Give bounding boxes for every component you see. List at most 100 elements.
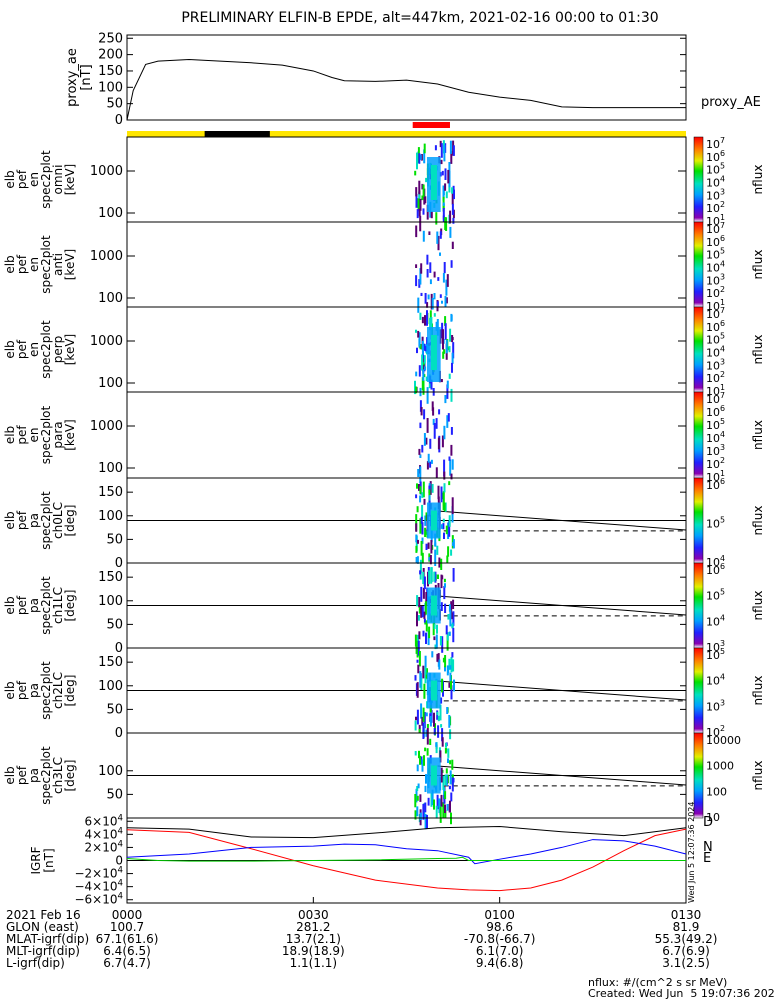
spectrogram-cell <box>419 312 422 320</box>
spectrogram-cell <box>427 542 430 549</box>
panel-ylabel: elb <box>3 766 17 784</box>
spectrogram-cell <box>432 407 435 416</box>
spectrogram-cell <box>438 798 441 808</box>
spectrogram-cell <box>440 767 443 783</box>
spectrogram-cell <box>452 659 455 672</box>
spectrogram-cell <box>416 806 419 817</box>
colorbar-tick-label: 106 <box>706 234 725 249</box>
proxy-ae-line <box>126 59 686 121</box>
status-bar-red-segment <box>412 122 450 128</box>
spectrogram-cell <box>414 170 417 176</box>
panel-ylabel: pef <box>15 595 29 615</box>
panel-ylabel: pa <box>27 683 41 698</box>
spectrogram-cell <box>425 712 428 717</box>
spectrogram-cell <box>439 231 442 239</box>
panel-ytick-label: 150 <box>98 655 123 670</box>
spectrogram-cell <box>426 748 429 756</box>
spectrogram-cell <box>421 716 424 726</box>
spectrogram-cell <box>421 522 424 535</box>
spectrogram-cell <box>441 728 444 742</box>
spectrogram-cell <box>419 268 422 285</box>
spectrogram-cell <box>437 485 440 500</box>
spectrogram-cell <box>450 685 453 700</box>
panel-ylabel: elb <box>3 511 17 529</box>
spectrogram-cell <box>422 587 425 599</box>
spectrogram-cell <box>451 506 454 523</box>
spectrogram-cell <box>429 461 432 468</box>
panel-ylabel: [keV] <box>63 249 77 280</box>
colorbar-tick-label: 105 <box>706 516 725 531</box>
spectrogram-cell <box>448 785 451 790</box>
spectrogram-cell <box>430 211 433 219</box>
colorbar-tick-label: 107 <box>706 136 725 151</box>
spectrogram-cell <box>433 313 436 317</box>
spectrogram-cell <box>448 373 451 379</box>
spectrogram-cell <box>429 438 432 449</box>
colorbar-tick-label: 101 <box>706 469 725 484</box>
panel-ylabel: para <box>51 421 65 448</box>
colorbar-tick-label: 106 <box>706 149 725 164</box>
spectrogram-cell <box>421 354 424 371</box>
panel-ylabel: en <box>27 172 41 187</box>
panel-ylabel: pa <box>27 598 41 613</box>
spectrogram-cell <box>425 543 428 550</box>
spectrogram-cell <box>435 321 438 331</box>
igrf-ytick-label: 6×104 <box>85 813 123 828</box>
colorbar-tick-label: 102 <box>706 724 725 739</box>
spectrogram-cell <box>433 271 436 278</box>
spectrogram-cell <box>442 202 445 206</box>
spectrogram-cell <box>421 444 424 453</box>
spectrogram-cell <box>433 571 436 582</box>
spectrogram-cell <box>415 494 418 499</box>
footer-row-value: 100.7 <box>109 920 145 934</box>
footer-row-value: 6.7(4.7) <box>103 956 151 970</box>
spectrogram-cell <box>442 351 445 359</box>
panel-ytick-label: 150 <box>98 570 123 585</box>
spectrogram-cell <box>421 605 424 618</box>
spectrogram-cell <box>424 655 427 669</box>
spectrogram-cell <box>451 535 454 549</box>
spectrogram-cell <box>415 264 418 268</box>
spectrogram-cell <box>419 154 422 160</box>
spectrogram-cell <box>440 602 443 611</box>
spectrogram-cell <box>443 262 446 274</box>
spectrogram-cell <box>434 571 437 583</box>
spectrogram-cell <box>420 541 423 556</box>
spectrogram-cell <box>447 169 450 184</box>
spectrogram-cell <box>444 774 447 786</box>
spectrogram-cell <box>423 576 426 590</box>
spectrogram-cell <box>416 347 418 354</box>
spectrogram-cell <box>450 150 453 164</box>
colorbar-label: nflux <box>751 420 765 450</box>
colorbar-tick-label: 105 <box>706 247 725 262</box>
spectrogram-cell <box>453 189 455 200</box>
spectrogram-cell <box>444 665 446 672</box>
spectrogram-core-peak <box>430 510 437 531</box>
spectrogram-cell <box>443 532 445 539</box>
spectrogram-cell <box>422 803 425 820</box>
spectrogram-cell <box>443 483 446 493</box>
spectrogram-cell <box>447 413 450 422</box>
spectrogram-cell <box>447 748 450 758</box>
spectrogram-cell <box>416 506 419 513</box>
spectrogram-cell <box>422 707 425 722</box>
igrf-ytick-label: 0 <box>115 854 123 868</box>
spectrogram-cell <box>435 742 438 754</box>
colorbar-tick-label: 103 <box>706 698 725 713</box>
spectrogram-cell <box>418 607 421 614</box>
spectrogram-cell <box>425 774 427 784</box>
colorbar-tick-label: 105 <box>706 332 725 347</box>
spectrogram-cell <box>449 459 452 476</box>
spectrogram-cell <box>430 567 433 583</box>
spectrogram-cell <box>420 516 423 524</box>
spectrogram-cell <box>437 235 440 251</box>
spectrogram-cell <box>427 571 429 587</box>
spectrogram-cell <box>415 329 417 333</box>
spectrogram-cell <box>443 144 446 162</box>
spectrogram-cell <box>419 344 422 350</box>
spectrogram-cell <box>430 379 433 390</box>
spectrogram-cell <box>420 703 423 719</box>
spectrogram-cell <box>450 657 453 673</box>
spectrogram-cell <box>452 599 455 609</box>
